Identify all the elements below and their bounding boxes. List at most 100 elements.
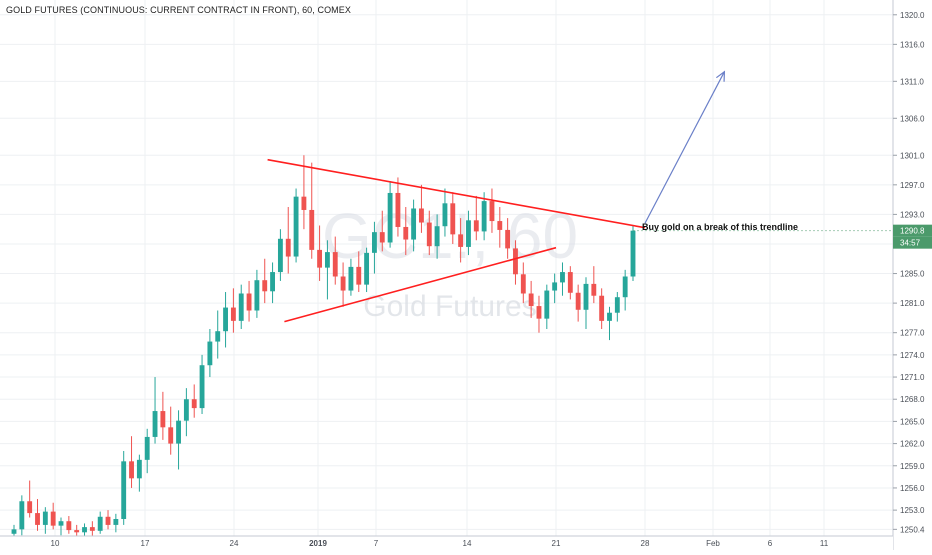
candle-body-0 [11,529,17,534]
candle-body-4 [42,511,48,525]
candle-body-70 [560,272,565,283]
candle-body-7 [66,521,72,531]
upper-trendline [267,158,646,229]
candle-body-77 [614,297,620,313]
candle-body-72 [575,292,581,310]
candle-body-25 [207,341,213,366]
watermark-name: Gold Futures [363,290,536,323]
y-tick-label-11: 1274.0 [900,351,925,360]
candle-body-22 [183,399,189,421]
candle-body-15 [129,461,134,479]
candle-body-41 [332,252,338,277]
candle-body-19 [160,411,166,428]
candle-body-68 [544,290,550,319]
candle-body-48 [387,192,393,243]
y-tick-label-9: 1281.0 [900,299,925,308]
chart-title: GOLD FUTURES (CONTINUOUS: CURRENT CONTRA… [6,5,351,15]
y-tick-label-5: 1297.0 [900,181,925,190]
candle-body-2 [27,501,33,514]
candle-body-14 [121,461,127,519]
x-tick-label-10: 11 [820,539,829,548]
candle-body-74 [591,283,597,296]
y-tick-label-10: 1277.0 [900,329,925,338]
candle-body-42 [340,276,346,291]
candle-body-18 [152,411,158,437]
candle-body-9 [82,527,87,533]
candle-body-34 [277,238,283,273]
candle-body-17 [144,436,150,460]
x-tick-label-1: 17 [141,539,150,548]
candle-body-16 [136,459,142,479]
candle-body-5 [50,511,56,526]
x-tick-label-4: 7 [374,539,379,548]
candle-body-8 [74,530,80,533]
price-tag-bg [893,224,932,237]
candle-body-43 [348,266,354,291]
candle-body-27 [223,307,228,332]
x-tick-label-0: 10 [51,539,60,548]
y-tick-label-0: 1320.0 [900,11,925,20]
candle-body-10 [89,527,95,531]
candle-body-50 [403,226,409,240]
candle-body-20 [168,427,174,444]
candle-body-79 [630,230,636,277]
candle-body-69 [552,282,558,291]
y-tick-label-3: 1306.0 [900,114,925,123]
candle-body-67 [536,306,542,319]
candle-body-12 [105,516,111,525]
candle-body-35 [285,238,291,257]
y-tick-label-13: 1268.0 [900,395,925,404]
candle-body-33 [270,272,275,292]
y-tick-label-15: 1262.0 [900,440,925,449]
y-tick-label-2: 1311.0 [900,77,924,86]
candle-body-54 [434,226,440,247]
candle-body-61 [489,201,495,222]
x-tick-label-2: 24 [230,539,239,548]
candle-body-52 [419,208,424,223]
y-tick-label-1: 1316.0 [900,40,925,49]
candle-body-36 [293,196,299,257]
x-tick-label-6: 21 [552,539,561,548]
candle-body-46 [372,232,377,253]
grid-layer [0,0,893,536]
x-tick-label-5: 14 [463,539,472,548]
watermark-symbol: GC1!, 60 [322,200,578,272]
y-tick-label-4: 1301.0 [900,151,925,160]
candle-body-21 [176,420,181,444]
candle-body-73 [583,283,589,310]
drawings-layer [267,70,726,323]
candle-body-30 [246,293,252,311]
candle-body-55 [442,203,448,227]
candle-body-39 [317,249,323,268]
candle-body-53 [426,222,432,247]
candle-body-71 [567,272,573,293]
candle-body-66 [528,293,534,307]
candle-body-75 [599,295,605,321]
time-axis-bg [0,536,893,550]
candle-body-28 [230,307,236,321]
candle-body-57 [458,234,464,247]
y-tick-label-6: 1293.0 [900,210,925,219]
candle-body-31 [254,280,260,311]
candle-body-6 [58,521,64,526]
x-tick-label-3: 2019 [309,539,327,548]
candles-layer [11,155,636,540]
countdown-tag-bg [893,236,932,249]
candle-body-49 [395,192,401,227]
x-tick-label-9: 6 [768,539,773,548]
watermark-layer: GC1!, 60 Gold Futures [322,200,578,323]
y-tick-label-14: 1265.0 [900,417,925,426]
x-tick-label-7: 28 [641,539,650,548]
candle-body-3 [35,513,40,525]
candle-body-45 [364,252,370,285]
price-axis-bg [893,0,932,550]
candle-body-62 [497,221,503,230]
y-tick-label-17: 1256.0 [900,484,925,493]
y-tick-label-18: 1253.0 [900,506,925,515]
candle-body-51 [411,208,417,240]
candle-body-76 [607,312,612,321]
candle-body-1 [19,501,25,530]
